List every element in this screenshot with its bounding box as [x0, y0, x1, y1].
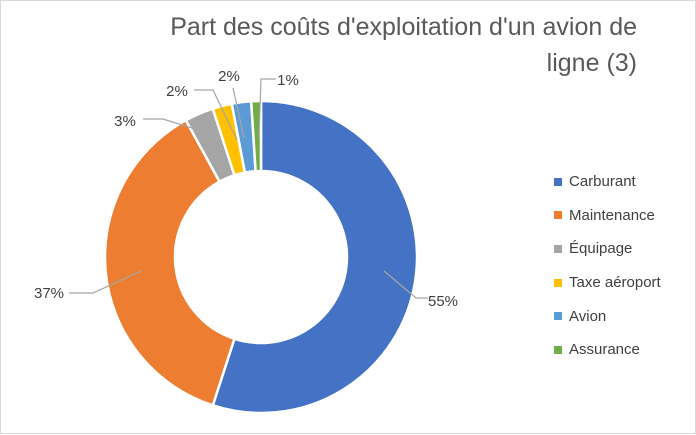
chart-title: Part des coûts d'exploitation d'un avion…	[117, 9, 637, 81]
legend-label-taxe-aeroport: Taxe aéroport	[569, 274, 661, 292]
legend-swatch-equipage	[554, 244, 562, 253]
legend-label-carburant: Carburant	[569, 173, 636, 191]
legend-swatch-carburant	[554, 177, 562, 186]
data-label-carburant: 55%	[428, 293, 458, 310]
legend-item-avion: Avion	[554, 299, 661, 333]
leader-line-equipage	[143, 118, 209, 134]
legend-label-equipage: Équipage	[569, 240, 633, 258]
legend-swatch-taxe-aeroport	[554, 278, 562, 287]
data-label-taxe-aeroport: 2%	[166, 83, 188, 100]
data-label-equipage: 3%	[114, 113, 136, 130]
legend-swatch-avion	[554, 312, 562, 321]
legend-item-taxe-aeroport: Taxe aéroport	[554, 266, 661, 300]
leader-line-avion	[232, 87, 245, 139]
slice-maintenance	[103, 118, 236, 407]
data-label-maintenance: 37%	[34, 285, 64, 302]
chart-title-line-2: ligne (3)	[546, 49, 637, 77]
leader-line-maintenance	[69, 270, 142, 294]
data-label-assurance: 1%	[277, 72, 299, 89]
legend-item-equipage: Équipage	[554, 232, 661, 266]
legend-item-assurance: Assurance	[554, 333, 661, 367]
legend-item-maintenance: Maintenance	[554, 199, 661, 233]
slice-carburant	[211, 99, 419, 415]
data-label-avion: 2%	[218, 68, 240, 85]
chart-title-line-1: Part des coûts d'exploitation d'un avion…	[170, 13, 637, 41]
slice-assurance	[249, 99, 263, 173]
leader-line-carburant	[383, 270, 428, 299]
legend-swatch-maintenance	[554, 211, 562, 220]
legend-label-maintenance: Maintenance	[569, 206, 655, 224]
leader-line-taxe-aeroport	[194, 89, 238, 141]
legend-label-avion: Avion	[569, 307, 607, 325]
legend-label-assurance: Assurance	[569, 341, 640, 359]
chart-legend: Carburant Maintenance Équipage Taxe aéro…	[554, 165, 661, 367]
leader-line-assurance	[258, 78, 276, 139]
legend-item-carburant: Carburant	[554, 165, 661, 199]
legend-swatch-assurance	[554, 345, 562, 354]
